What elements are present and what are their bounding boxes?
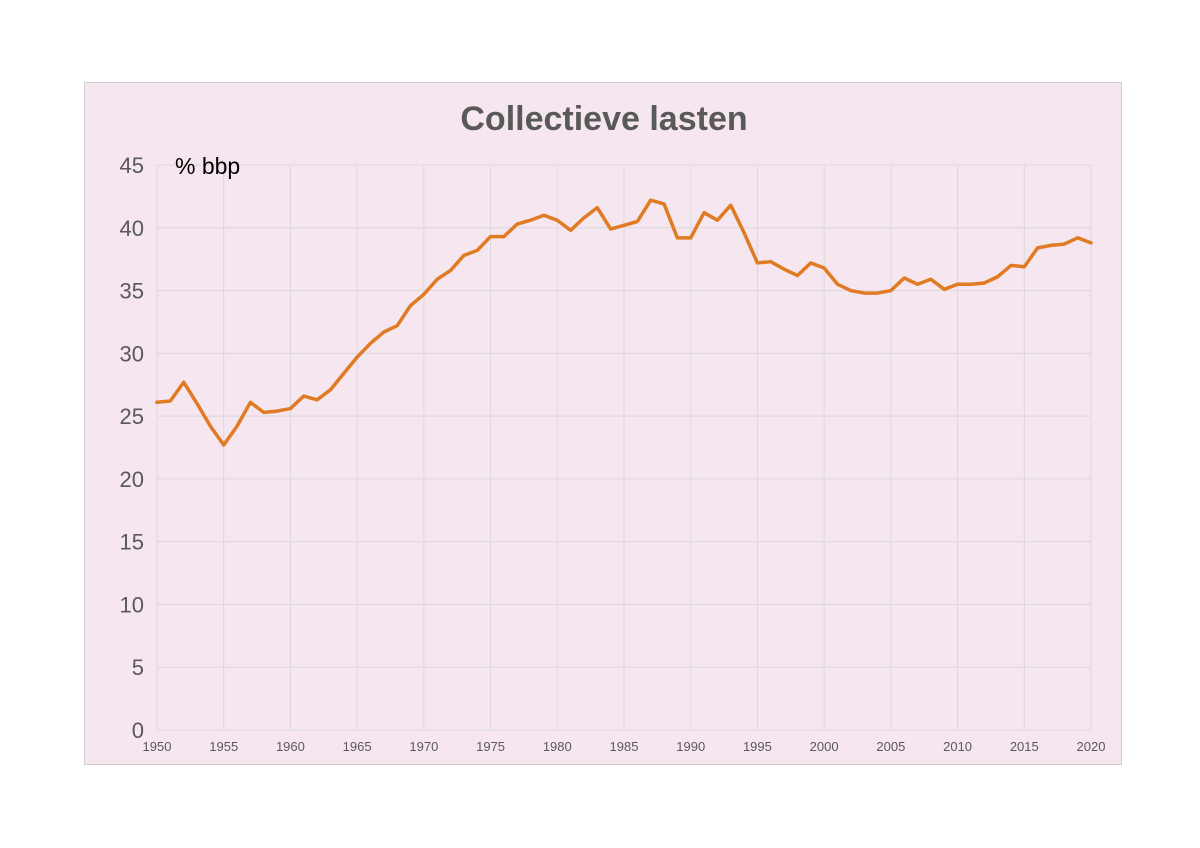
series-line-0	[155, 198, 1093, 447]
y-tick-label: 15	[120, 530, 144, 555]
x-tick-label: 1970	[409, 739, 438, 754]
y-tick-label: 30	[120, 341, 144, 366]
x-tick-label: 2020	[1077, 739, 1106, 754]
chart-title: Collectieve lasten	[460, 100, 747, 138]
x-tick-label: 2000	[810, 739, 839, 754]
y-tick-label: 25	[120, 404, 144, 429]
x-tick-label: 1965	[343, 739, 372, 754]
x-tick-label: 2005	[876, 739, 905, 754]
chart-panel: 0 5 10 15 20 25 30 35 40 45 1950 1955 1960 1965 1970 19…	[84, 82, 1122, 765]
x-tick-label: 1990	[676, 739, 705, 754]
y-tick-label: 40	[120, 216, 144, 241]
y-tick-label: 5	[132, 655, 144, 680]
series-layer	[155, 198, 1093, 447]
x-tick-label: 1980	[543, 739, 572, 754]
x-tick-label: 1975	[476, 739, 505, 754]
y-tick-label: 35	[120, 279, 144, 304]
x-tick-label: 2015	[1010, 739, 1039, 754]
grid	[156, 164, 1092, 731]
x-tick-label: 1995	[743, 739, 772, 754]
y-tick-label: 20	[120, 467, 144, 492]
line-chart: 0 5 10 15 20 25 30 35 40 45 1950 1955 1960 1965 1970 19…	[120, 100, 1106, 754]
y-tick-label: 0	[132, 718, 144, 743]
unit-label: % bbp	[175, 153, 240, 179]
y-tick-label: 10	[120, 592, 144, 617]
x-tick-label: 1950	[143, 739, 172, 754]
x-tick-label: 2010	[943, 739, 972, 754]
x-tick-label: 1960	[276, 739, 305, 754]
axis-labels: 0 5 10 15 20 25 30 35 40 45 1950 1955 1960 1965 1970 19…	[120, 153, 1106, 754]
x-tick-label: 1985	[610, 739, 639, 754]
y-tick-label: 45	[120, 153, 144, 178]
x-tick-label: 1955	[209, 739, 238, 754]
